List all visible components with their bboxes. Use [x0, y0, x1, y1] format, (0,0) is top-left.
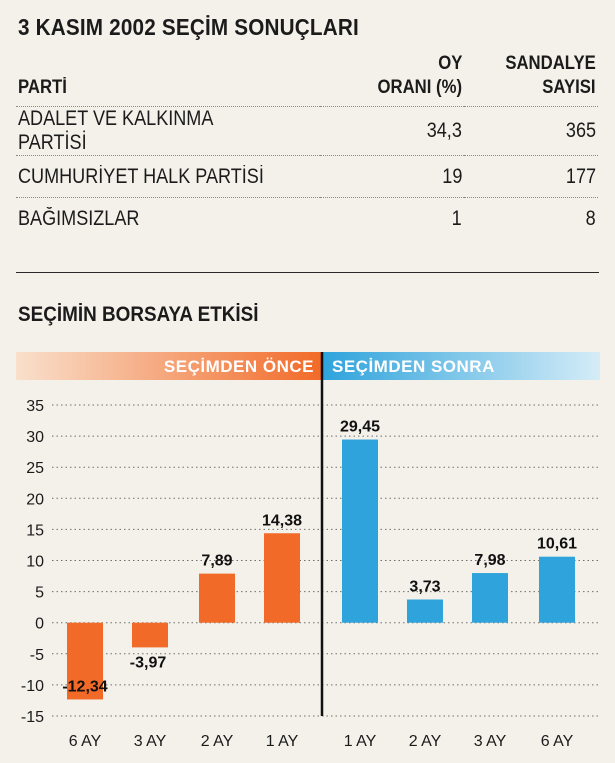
seat-cell: 8	[464, 197, 598, 239]
seat-cell: 365	[464, 106, 598, 156]
seat-value: 177	[565, 164, 596, 188]
party-name: CUMHURİYET HALK PARTİSİ	[18, 164, 264, 188]
table-row: BAĞIMSIZLAR 1 8	[16, 197, 598, 239]
y-tick-label: 25	[26, 460, 44, 477]
x-tick-label: 6 AY	[69, 733, 102, 750]
seat-value: 8	[585, 206, 596, 230]
party-name: BAĞIMSIZLAR	[18, 206, 140, 230]
vote-header-line2: ORANI (%)	[377, 77, 462, 98]
before-period-label: SEÇİMDEN ÖNCE	[164, 357, 314, 376]
x-tick-label: 1 AY	[266, 733, 299, 750]
y-tick-label: 30	[26, 429, 44, 446]
y-tick-label: 35	[26, 398, 44, 415]
party-column-header: PARTİ	[16, 52, 320, 107]
vote-value: 34,3	[426, 119, 462, 142]
data-label: 29,45	[340, 419, 380, 436]
bar	[264, 533, 300, 623]
data-label: 7,89	[201, 553, 232, 570]
y-tick-label: 0	[35, 616, 44, 633]
seat-header-line1: SANDALYE	[505, 53, 596, 74]
x-tick-label: 2 AY	[201, 733, 234, 750]
seat-cell: 177	[464, 155, 598, 198]
bar	[539, 556, 575, 623]
data-label: 7,98	[474, 552, 505, 569]
bar	[132, 622, 168, 648]
seat-header-line2: SAYISI	[542, 77, 596, 98]
bar	[407, 599, 443, 623]
bar	[199, 573, 235, 623]
data-label: 14,38	[262, 512, 302, 529]
vote-cell: 34,3	[320, 106, 464, 156]
data-label: -12,34	[62, 678, 107, 695]
vote-header-line1: OY	[437, 53, 462, 74]
before-period-band	[16, 352, 322, 380]
page-title: 3 KASIM 2002 SEÇİM SONUÇLARI	[18, 14, 359, 40]
chart-title: SEÇİMİN BORSAYA ETKİSİ	[18, 303, 259, 326]
bar	[67, 622, 103, 700]
y-tick-label: 20	[26, 491, 44, 508]
seat-value: 365	[565, 119, 596, 142]
x-tick-label: 3 AY	[474, 733, 507, 750]
seat-column-header: SANDALYE SAYISI	[464, 52, 598, 107]
data-label: 10,61	[537, 536, 577, 553]
y-tick-label: -15	[21, 709, 44, 726]
x-tick-label: 1 AY	[344, 733, 377, 750]
election-results-table: PARTİ OY ORANI (%) SANDALYE SAYISI ADALE…	[16, 52, 598, 239]
y-tick-label: -5	[30, 647, 44, 664]
y-tick-label: 10	[26, 554, 44, 571]
y-tick-label: 5	[35, 585, 44, 602]
table-header-row: PARTİ OY ORANI (%) SANDALYE SAYISI	[16, 52, 598, 107]
bar	[472, 573, 508, 623]
table-row: CUMHURİYET HALK PARTİSİ 19 177	[16, 155, 598, 198]
x-tick-label: 3 AY	[134, 733, 167, 750]
data-label: 3,73	[409, 578, 440, 595]
party-name: ADALET VE KALKINMA PARTİSİ	[18, 107, 213, 154]
data-label: -3,97	[130, 654, 167, 671]
vote-value: 19	[441, 164, 462, 188]
party-cell: ADALET VE KALKINMA PARTİSİ	[16, 106, 320, 156]
x-tick-label: 2 AY	[409, 733, 442, 750]
vote-cell: 1	[320, 197, 464, 239]
after-period-label: SEÇİMDEN SONRA	[332, 357, 495, 376]
party-cell: BAĞIMSIZLAR	[16, 197, 320, 239]
section-divider	[16, 272, 599, 273]
vote-value: 1	[451, 206, 462, 230]
vote-cell: 19	[320, 155, 464, 198]
x-tick-label: 6 AY	[541, 733, 574, 750]
table-row: ADALET VE KALKINMA PARTİSİ 34,3 365	[16, 106, 598, 156]
y-tick-label: -10	[21, 678, 44, 695]
bar	[342, 439, 378, 623]
after-period-band	[322, 352, 600, 380]
party-header-label: PARTİ	[18, 77, 67, 98]
party-cell: CUMHURİYET HALK PARTİSİ	[16, 155, 320, 198]
vote-column-header: OY ORANI (%)	[320, 52, 464, 107]
y-tick-label: 15	[26, 522, 44, 539]
